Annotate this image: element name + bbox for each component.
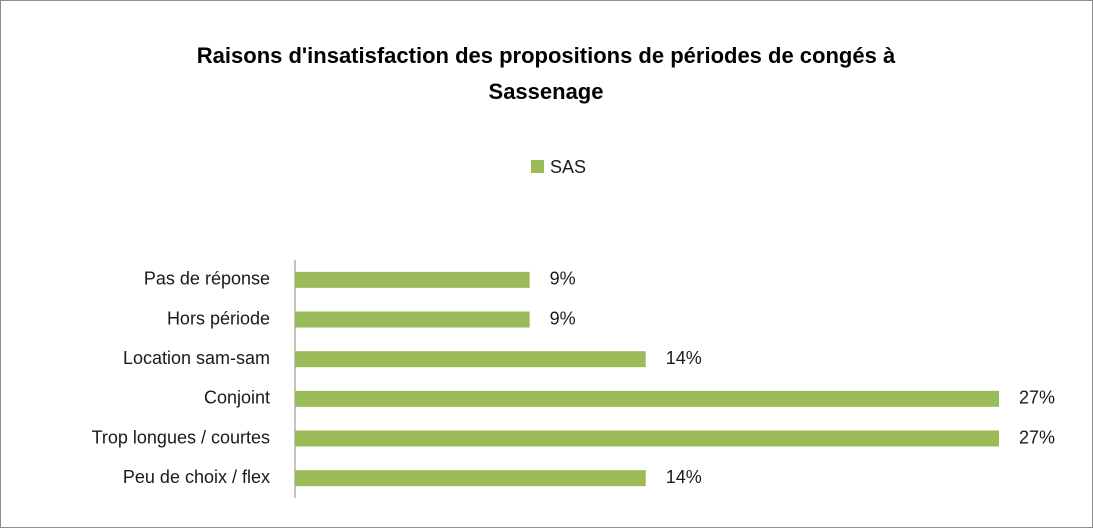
- y-tick-label: Peu de choix / flex: [123, 467, 270, 487]
- data-label: 27%: [1019, 427, 1055, 447]
- bar: [295, 351, 646, 368]
- bar: [295, 271, 530, 288]
- data-label: 14%: [666, 467, 702, 487]
- legend-label: SAS: [550, 157, 586, 177]
- bar: [295, 311, 530, 328]
- data-label: 27%: [1019, 388, 1055, 408]
- legend-swatch: [531, 160, 544, 173]
- data-label: 9%: [550, 308, 576, 328]
- bar: [295, 470, 646, 487]
- chart-title: Raisons d'insatisfaction des proposition…: [196, 43, 896, 104]
- y-tick-label: Pas de réponse: [144, 269, 270, 289]
- y-tick-label: Hors période: [167, 308, 270, 328]
- y-tick-label: Conjoint: [204, 388, 270, 408]
- y-tick-label: Location sam-sam: [123, 348, 270, 368]
- bar: [295, 430, 999, 447]
- data-label: 9%: [550, 269, 576, 289]
- y-tick-label: Trop longues / courtes: [92, 427, 270, 447]
- data-label: 14%: [666, 348, 702, 368]
- bar: [295, 390, 999, 407]
